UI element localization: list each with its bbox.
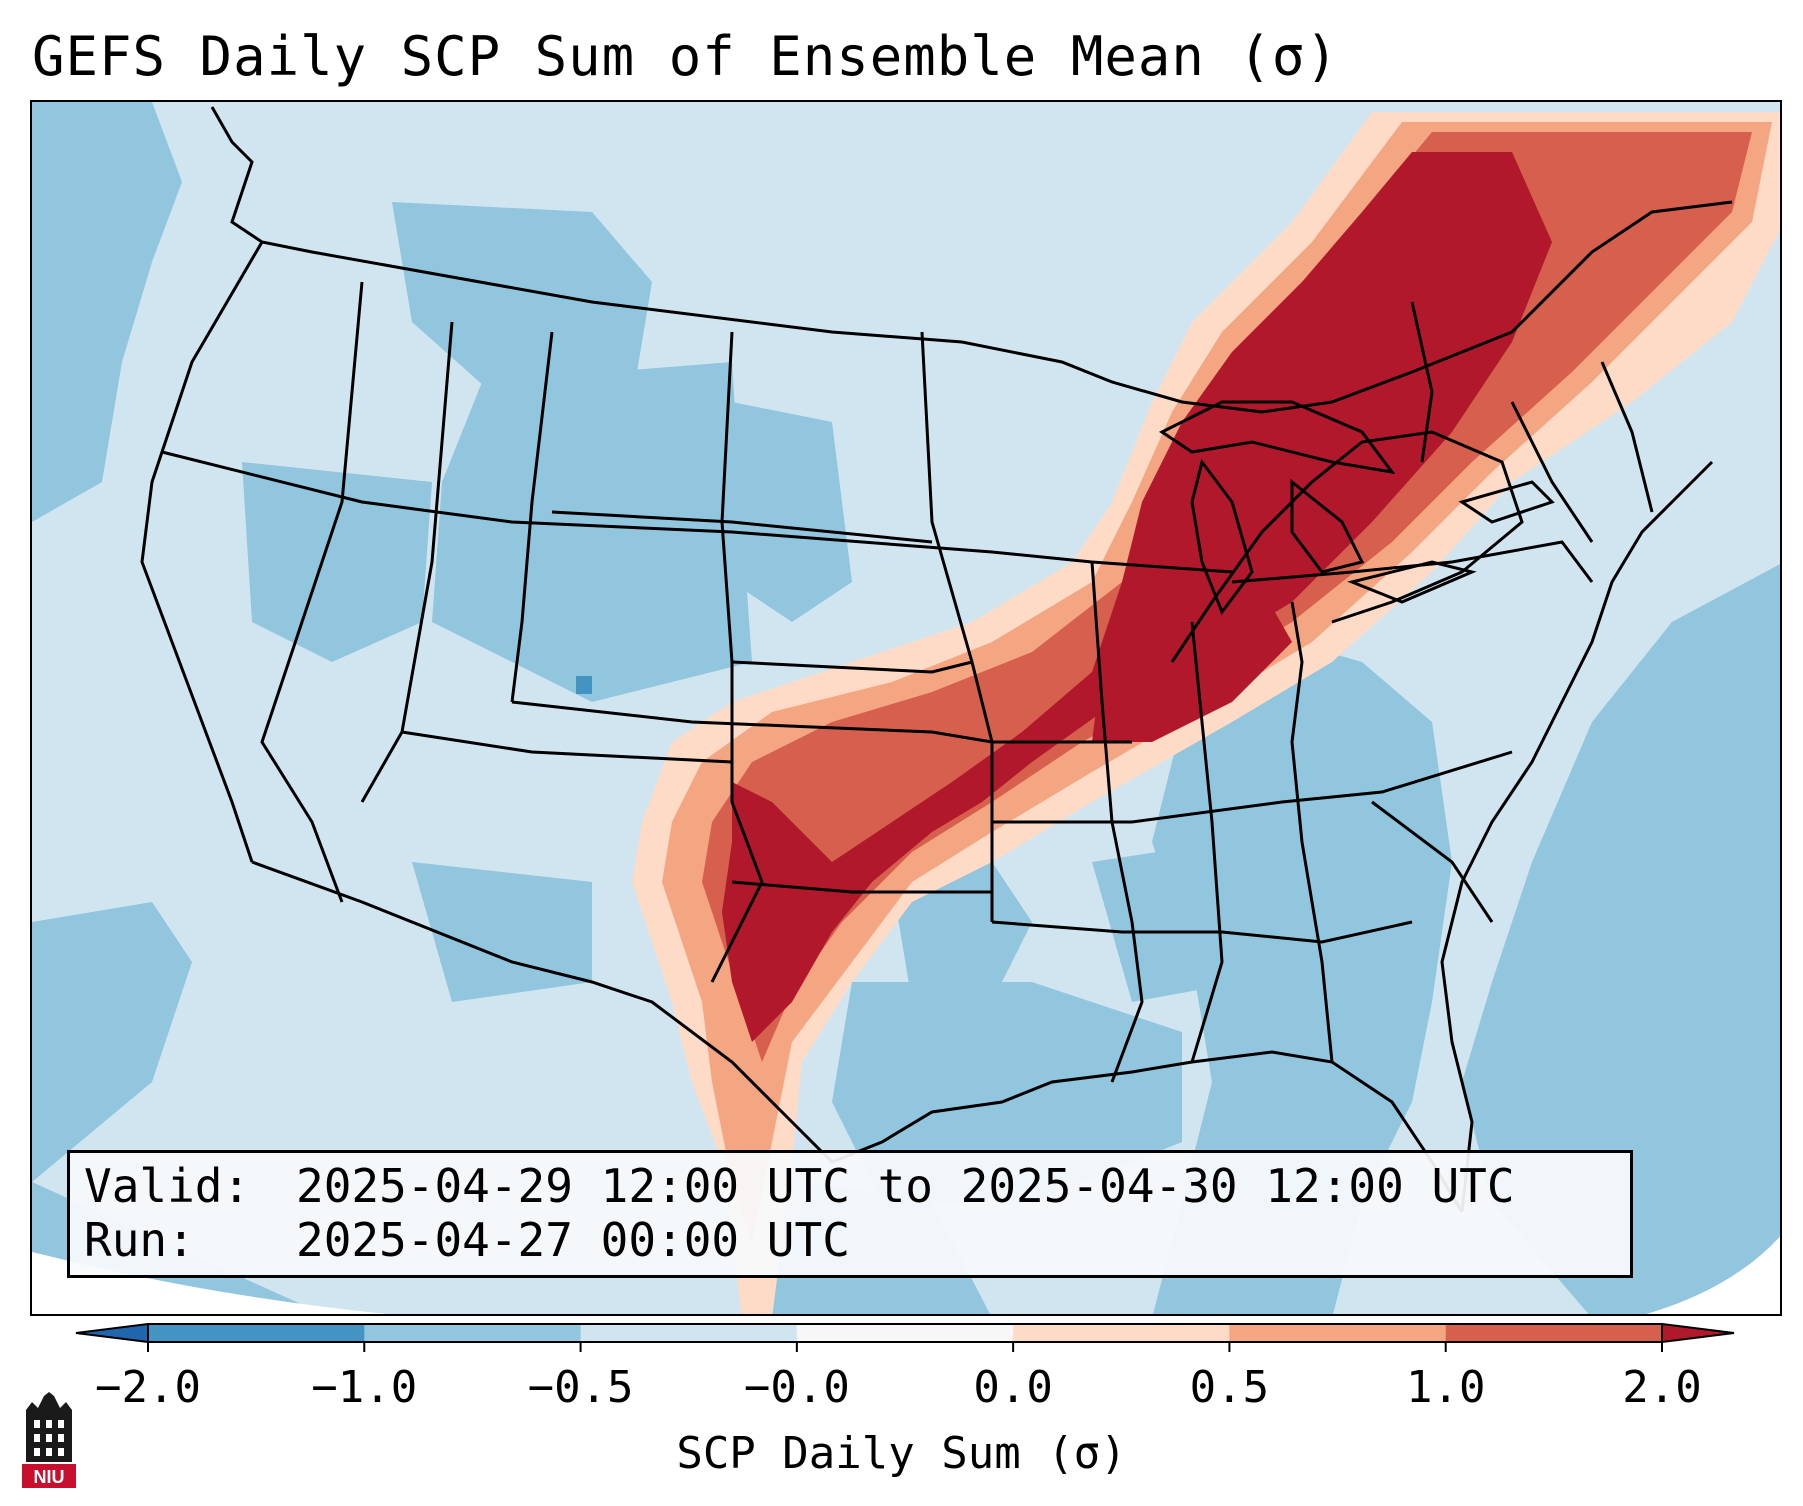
niu-logo-text: NIU [34,1467,65,1487]
colorbar-tick-label: 2.0 [1622,1362,1702,1413]
map-panel [30,100,1782,1316]
colorbar-segment [1013,1324,1230,1342]
map-title: GEFS Daily SCP Sum of Ensemble Mean (σ) [32,25,1339,88]
projection-edge-left [32,1252,388,1314]
run-label: Run: [84,1213,195,1267]
colorbar-tick-label: 1.0 [1405,1362,1486,1413]
colorbar-tick-label: −0.5 [527,1362,634,1413]
colorbar-tick-label: −1.0 [311,1362,418,1413]
colorbar-tick-label: −0.0 [743,1362,850,1413]
projection-edge-right [1646,1236,1780,1314]
colorbar-segment [580,1324,798,1342]
colorbar-segment [148,1324,365,1342]
colorbar-segment [796,1324,1014,1342]
colorbar-tick-label: 0.5 [1189,1362,1270,1413]
valid-label: Valid: [84,1159,251,1213]
colorbar-segment [1229,1324,1447,1342]
valid-value: 2025-04-29 12:00 UTC to 2025-04-30 12:00… [296,1159,1515,1213]
run-value: 2025-04-27 00:00 UTC [296,1213,850,1267]
colorbar-tick-label: −2.0 [95,1362,201,1413]
colorbar-over-arrow [1661,1322,1735,1344]
positive-anomaly-swath [632,112,1780,1314]
colorbar-label: SCP Daily Sum (σ) [676,1428,1127,1479]
valid-row: Valid: 2025-04-29 12:00 UTC to 2025-04-3… [84,1159,1616,1213]
niu-logo: NIU [22,1392,76,1490]
colorbar-segment [364,1324,582,1342]
scp-map [32,102,1780,1314]
colorbar-segment [1445,1324,1663,1342]
colorbar-under-arrow [75,1322,149,1344]
colorbar-outline [147,1323,1663,1343]
great-lakes [1159,400,1555,616]
valid-run-info-box: Valid: 2025-04-29 12:00 UTC to 2025-04-3… [67,1150,1633,1278]
run-row: Run: 2025-04-27 00:00 UTC [84,1213,1616,1267]
colorbar-tick-label: 0.0 [973,1362,1053,1413]
boundary-lines [140,106,1733,1213]
strong-negative-cells [576,676,592,694]
